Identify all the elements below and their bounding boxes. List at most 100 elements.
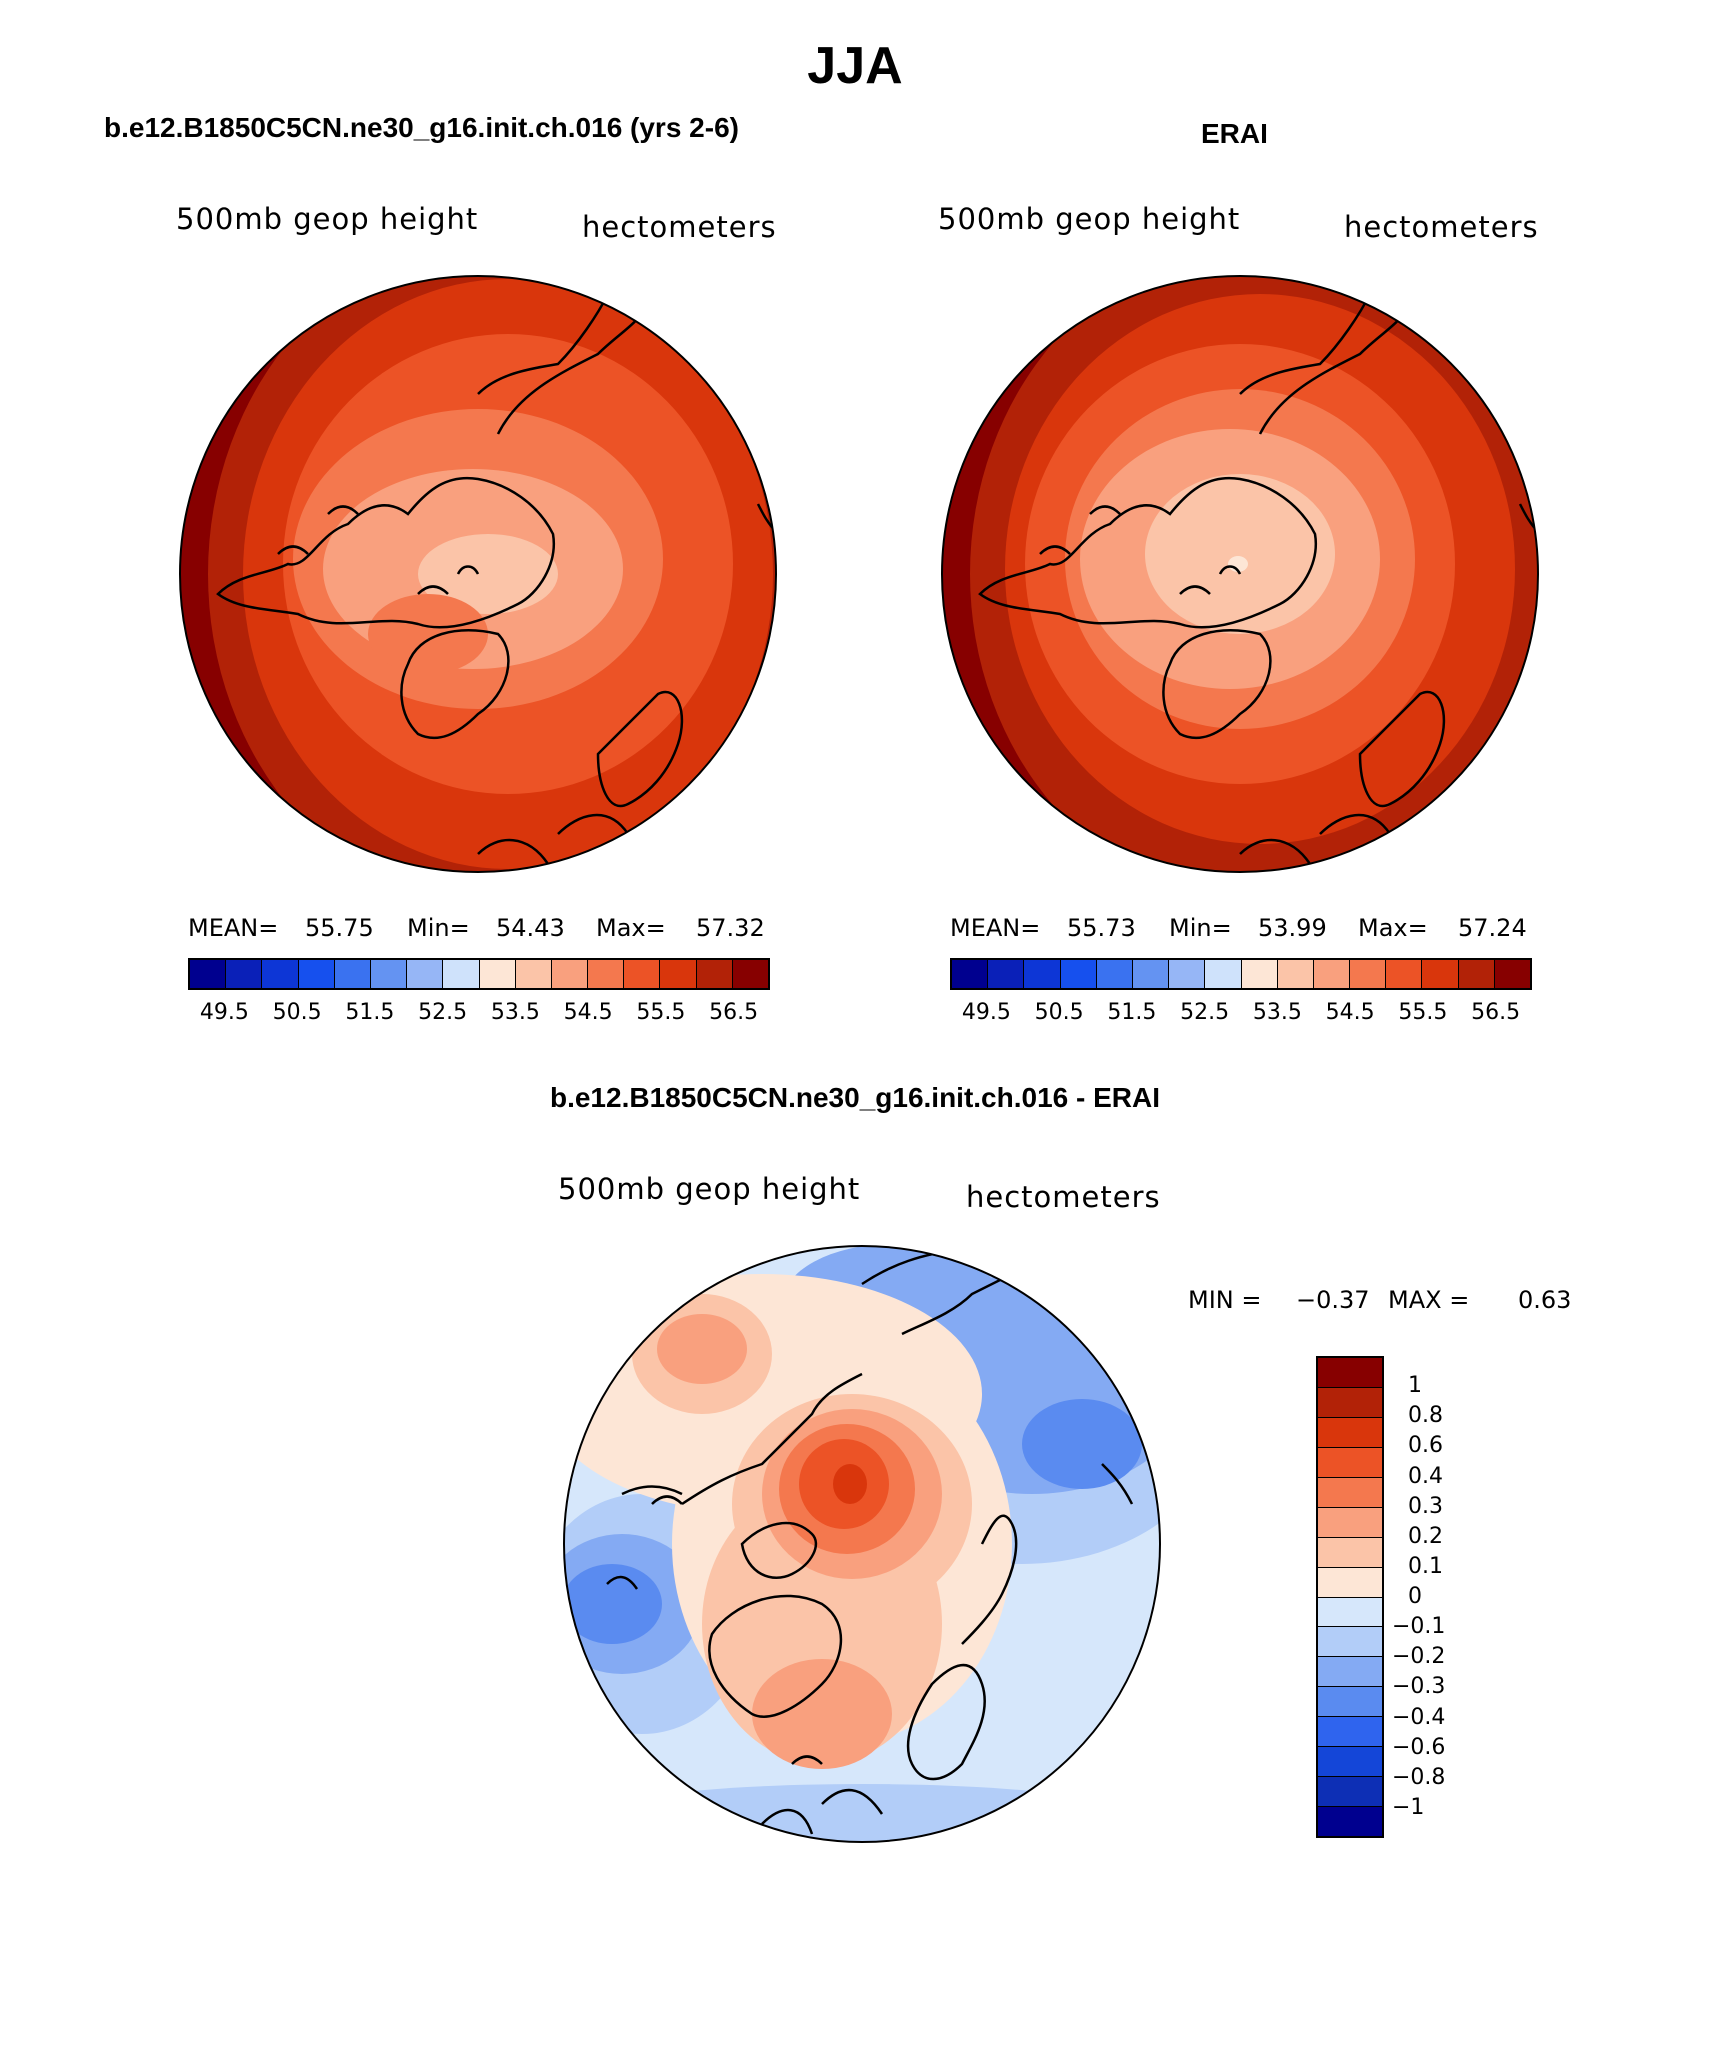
colorbar-swatch bbox=[515, 960, 552, 988]
colorbar-swatch bbox=[1386, 960, 1423, 988]
colorbar-tick-label: 0.3 bbox=[1408, 1493, 1443, 1519]
colorbar-swatch bbox=[1458, 960, 1495, 988]
colorbar-swatch bbox=[262, 960, 299, 988]
colorbar-swatch bbox=[1318, 1807, 1382, 1836]
colorbar-swatch bbox=[1494, 960, 1530, 988]
colorbar-swatch bbox=[988, 960, 1025, 988]
colorbar-swatch bbox=[334, 960, 371, 988]
diff-min-value: −0.37 bbox=[1296, 1286, 1370, 1314]
colorbar-swatch bbox=[1318, 1447, 1382, 1478]
colorbar-tick-label: 56.5 bbox=[709, 1000, 759, 1025]
panel2-mean-label: MEAN= bbox=[950, 914, 1041, 942]
diff-max-value: 0.63 bbox=[1518, 1286, 1572, 1314]
colorbar-swatch bbox=[1318, 1627, 1382, 1658]
colorbar-tick-label: 1 bbox=[1408, 1373, 1422, 1399]
colorbar-swatch bbox=[1318, 1687, 1382, 1718]
colorbar-tick-label: 0.6 bbox=[1408, 1433, 1443, 1459]
colorbar-tick-label: 0 bbox=[1408, 1584, 1422, 1609]
colorbar-swatch bbox=[1060, 960, 1097, 988]
colorbar-swatch bbox=[1318, 1567, 1382, 1598]
colorbar-tick-label: 0.4 bbox=[1408, 1463, 1443, 1489]
panel2-min-value: 53.99 bbox=[1258, 914, 1327, 942]
panel2-max-value: 57.24 bbox=[1458, 914, 1527, 942]
colorbar-tick-label: −0.1 bbox=[1392, 1614, 1446, 1640]
colorbar-swatch bbox=[1318, 1507, 1382, 1538]
diff-polar-map bbox=[563, 1245, 1161, 1843]
colorbar-swatch bbox=[1318, 1417, 1382, 1448]
colorbar-tick-label: −1 bbox=[1392, 1794, 1425, 1820]
colorbar-tick-label: 54.5 bbox=[1325, 1000, 1375, 1025]
colorbar-swatch bbox=[1318, 1597, 1382, 1628]
colorbar-swatch bbox=[732, 960, 768, 988]
panel1-min-label: Min= bbox=[407, 914, 470, 942]
page-title: JJA bbox=[807, 37, 903, 95]
colorbar-swatch bbox=[479, 960, 516, 988]
panel1-title: b.e12.B1850C5CN.ne30_g16.init.ch.016 (yr… bbox=[104, 112, 739, 143]
panel1-polar-map bbox=[179, 275, 777, 873]
colorbar-tick-label: 55.5 bbox=[636, 1000, 686, 1025]
colorbar-tick-label: 53.5 bbox=[1252, 1000, 1302, 1025]
colorbar-swatch bbox=[1024, 960, 1061, 988]
colorbar-tick-label: 53.5 bbox=[490, 1000, 540, 1025]
colorbar-swatch bbox=[443, 960, 480, 988]
colorbar-tick-label: 55.5 bbox=[1398, 1000, 1448, 1025]
panel2-mean-value: 55.73 bbox=[1067, 914, 1136, 942]
panel2-title: ERAI bbox=[1201, 118, 1268, 149]
colorbar-tick-label: 49.5 bbox=[199, 1000, 249, 1025]
colorbar-swatch bbox=[1132, 960, 1170, 988]
colorbar-tick-label: 0.8 bbox=[1408, 1403, 1443, 1429]
colorbar-swatch bbox=[1318, 1358, 1382, 1388]
colorbar-tick-label: 50.5 bbox=[1034, 1000, 1084, 1025]
colorbar-swatch bbox=[1350, 960, 1387, 988]
colorbar-tick-label: 52.5 bbox=[418, 1000, 468, 1025]
colorbar-tick-label: 54.5 bbox=[563, 1000, 613, 1025]
colorbar-tick-label: 51.5 bbox=[345, 1000, 395, 1025]
panel2-units: hectometers bbox=[1344, 210, 1539, 244]
colorbar-tick-label: 50.5 bbox=[272, 1000, 322, 1025]
colorbar-tick-label: −0.3 bbox=[1392, 1674, 1446, 1700]
colorbar-swatch bbox=[1313, 960, 1351, 988]
colorbar-swatch bbox=[1318, 1387, 1382, 1418]
colorbar-tick-label: 0.2 bbox=[1408, 1523, 1443, 1549]
colorbar-tick-label: 56.5 bbox=[1471, 1000, 1521, 1025]
colorbar-swatch bbox=[1318, 1477, 1382, 1508]
panel1-max-value: 57.32 bbox=[696, 914, 765, 942]
panel1-mean-value: 55.75 bbox=[305, 914, 374, 942]
panel2-colorbar bbox=[950, 958, 1532, 990]
diff-var-label: 500mb geop height bbox=[558, 1172, 861, 1206]
colorbar-swatch bbox=[588, 960, 625, 988]
colorbar-tick-label: 0.1 bbox=[1408, 1553, 1443, 1579]
colorbar-swatch bbox=[226, 960, 263, 988]
colorbar-swatch bbox=[1318, 1717, 1382, 1748]
colorbar-swatch bbox=[370, 960, 408, 988]
colorbar-swatch bbox=[1318, 1777, 1382, 1808]
diff-colorbar-ticks: 1 0.8 0.6 0.4 0.3 0.2 0.1 0 −0.1 −0.2 −0.3 −0.4 −0.6… bbox=[1392, 1356, 1492, 1838]
panel2-max-label: Max= bbox=[1358, 914, 1428, 942]
panel1-colorbar bbox=[188, 958, 770, 990]
colorbar-swatch bbox=[1277, 960, 1314, 988]
panel2-min-label: Min= bbox=[1169, 914, 1232, 942]
colorbar-swatch bbox=[190, 960, 227, 988]
colorbar-swatch bbox=[298, 960, 335, 988]
panel2-var-label: 500mb geop height bbox=[938, 202, 1241, 236]
panel2-colorbar-ticks: 49.5 50.5 51.5 52.5 53.5 54.5 55.5 56.5 bbox=[950, 1000, 1532, 1030]
colorbar-swatch bbox=[551, 960, 589, 988]
diff-max-label: MAX = bbox=[1388, 1286, 1470, 1314]
colorbar-swatch bbox=[407, 960, 444, 988]
panel1-colorbar-ticks: 49.5 50.5 51.5 52.5 53.5 54.5 55.5 56.5 bbox=[188, 1000, 770, 1030]
diff-units: hectometers bbox=[966, 1180, 1161, 1214]
diff-min-label: MIN = bbox=[1188, 1286, 1262, 1314]
colorbar-swatch bbox=[1318, 1747, 1382, 1778]
colorbar-tick-label: −0.4 bbox=[1392, 1704, 1446, 1730]
colorbar-swatch bbox=[952, 960, 989, 988]
colorbar-tick-label: 51.5 bbox=[1107, 1000, 1157, 1025]
panel1-units: hectometers bbox=[582, 210, 777, 244]
colorbar-swatch bbox=[1422, 960, 1459, 988]
panel1-mean-label: MEAN= bbox=[188, 914, 279, 942]
colorbar-swatch bbox=[1169, 960, 1206, 988]
colorbar-tick-label: −0.8 bbox=[1392, 1764, 1446, 1790]
diff-title: b.e12.B1850C5CN.ne30_g16.init.ch.016 - E… bbox=[549, 1082, 1161, 1113]
colorbar-tick-label: 52.5 bbox=[1180, 1000, 1230, 1025]
panel1-var-label: 500mb geop height bbox=[176, 202, 479, 236]
colorbar-swatch bbox=[1241, 960, 1278, 988]
